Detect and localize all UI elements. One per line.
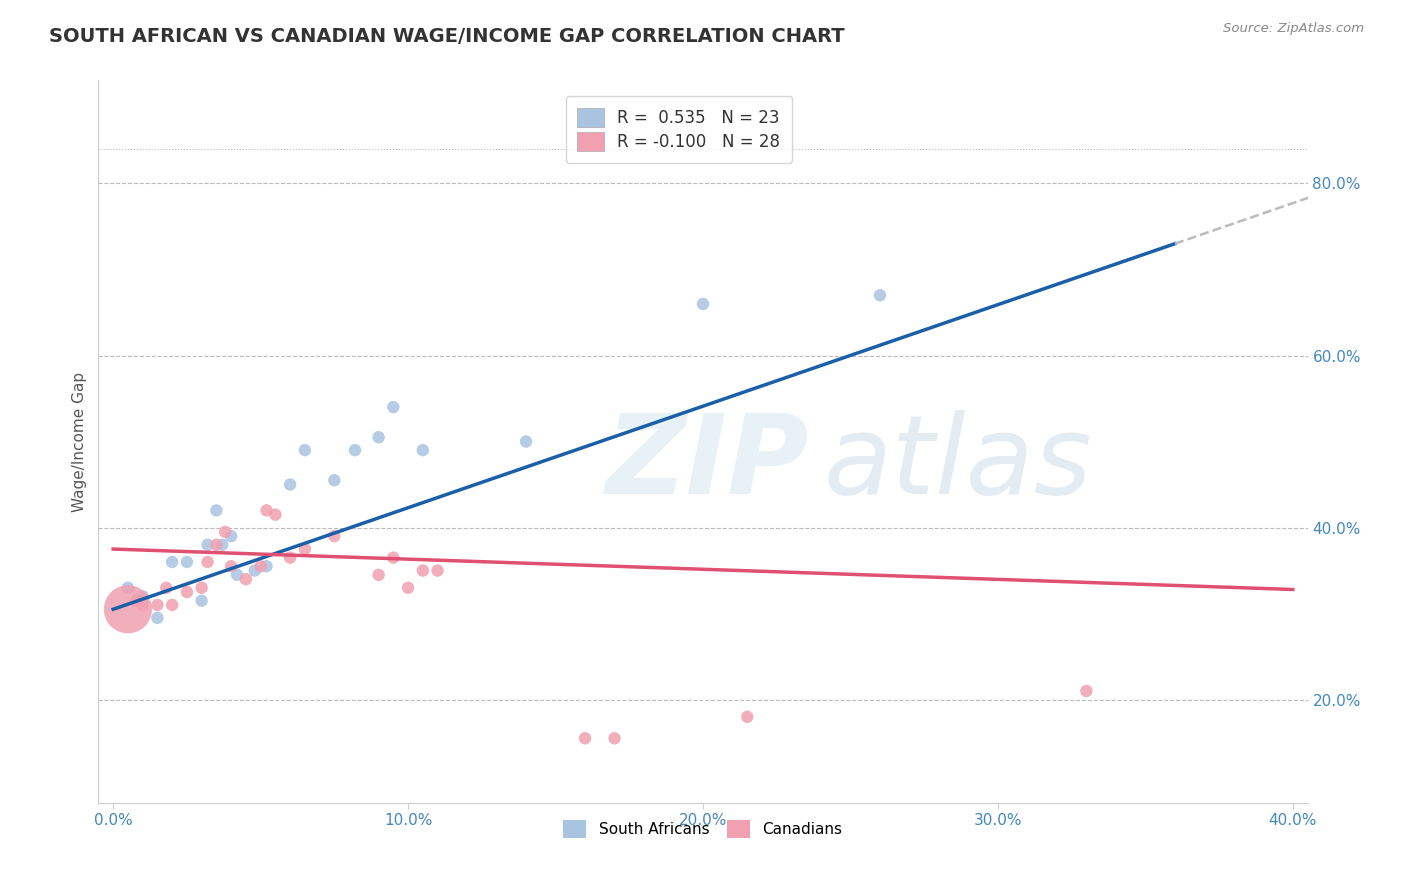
Point xyxy=(160,555,183,569)
Point xyxy=(382,550,405,565)
Point xyxy=(155,581,177,595)
Text: atlas: atlas xyxy=(824,409,1092,516)
Point xyxy=(294,443,316,458)
Point xyxy=(412,564,434,578)
Text: ZIP: ZIP xyxy=(606,409,810,516)
Point xyxy=(146,598,169,612)
Point xyxy=(214,524,236,539)
Point xyxy=(243,564,266,578)
Point xyxy=(367,567,389,582)
Point xyxy=(278,477,301,491)
Point xyxy=(735,710,758,724)
Point xyxy=(256,503,278,517)
Point xyxy=(117,602,139,616)
Point xyxy=(205,503,228,517)
Point xyxy=(190,593,212,607)
Point xyxy=(211,538,233,552)
Point xyxy=(160,598,183,612)
Point xyxy=(515,434,537,449)
Point xyxy=(197,555,219,569)
Point xyxy=(382,400,405,414)
Text: SOUTH AFRICAN VS CANADIAN WAGE/INCOME GAP CORRELATION CHART: SOUTH AFRICAN VS CANADIAN WAGE/INCOME GA… xyxy=(49,27,845,45)
Point xyxy=(125,593,148,607)
Point xyxy=(249,559,271,574)
Point xyxy=(692,297,714,311)
Point xyxy=(131,590,153,604)
Point xyxy=(219,559,242,574)
Point xyxy=(294,542,316,557)
Point xyxy=(603,731,626,746)
Point xyxy=(219,529,242,543)
Point xyxy=(256,559,278,574)
Point xyxy=(278,550,301,565)
Point xyxy=(226,567,249,582)
Text: Source: ZipAtlas.com: Source: ZipAtlas.com xyxy=(1223,22,1364,36)
Legend: South Africans, Canadians: South Africans, Canadians xyxy=(555,813,851,846)
Point xyxy=(146,611,169,625)
Point xyxy=(343,443,366,458)
Y-axis label: Wage/Income Gap: Wage/Income Gap xyxy=(72,371,87,512)
Point xyxy=(264,508,287,522)
Point xyxy=(1076,684,1098,698)
Point xyxy=(205,538,228,552)
Point xyxy=(396,581,419,595)
Point xyxy=(235,572,257,586)
Point xyxy=(412,443,434,458)
Point xyxy=(869,288,891,302)
Point xyxy=(176,555,198,569)
Point xyxy=(323,473,346,487)
Point xyxy=(323,529,346,543)
Point xyxy=(197,538,219,552)
Point xyxy=(367,430,389,444)
Point xyxy=(190,581,212,595)
Point xyxy=(176,585,198,599)
Point xyxy=(574,731,596,746)
Point xyxy=(131,598,153,612)
Point xyxy=(117,581,139,595)
Point xyxy=(426,564,449,578)
